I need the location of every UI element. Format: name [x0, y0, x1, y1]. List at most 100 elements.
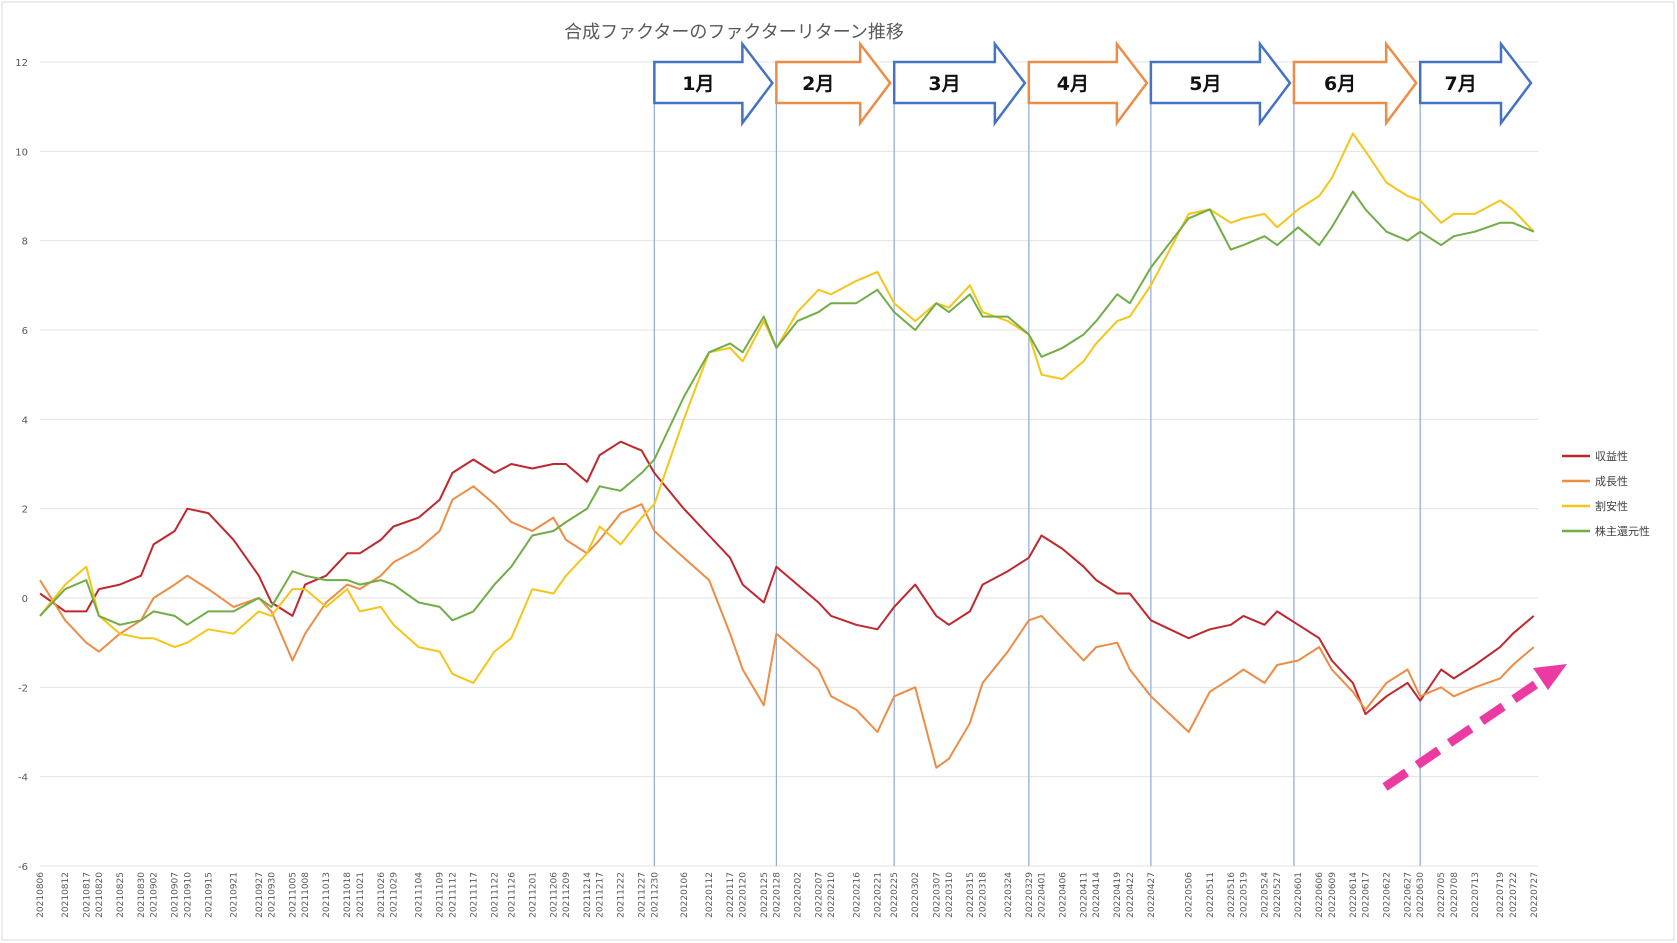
- x-tick-label: 20220506: [1185, 872, 1195, 918]
- x-tick-label: 20220329: [1025, 872, 1035, 918]
- month-arrow: [892, 40, 1027, 127]
- month-label: 4月: [1057, 73, 1089, 95]
- month-arrow: [775, 40, 892, 127]
- x-tick-label: 20210825: [116, 872, 126, 918]
- x-tick-label: 20211201: [528, 872, 538, 918]
- y-tick-label: 12: [15, 58, 28, 69]
- month-label: 7月: [1444, 73, 1476, 95]
- y-tick-label: -2: [18, 683, 28, 694]
- x-tick-label: 20220210: [827, 872, 837, 918]
- trend-arrow-head: [1533, 664, 1567, 690]
- month-label: 2月: [802, 73, 834, 95]
- y-tick-label: -4: [18, 773, 28, 784]
- x-tick-label: 20220617: [1361, 872, 1371, 918]
- x-tick-label: 20220221: [873, 872, 883, 918]
- x-tick-label: 20211214: [583, 872, 593, 918]
- x-tick-label: 20220302: [911, 872, 921, 918]
- x-tick-label: 20210830: [137, 872, 147, 918]
- x-tick-label: 20210812: [61, 872, 71, 918]
- x-tick-label: 20210915: [204, 872, 214, 918]
- series-line: [39, 190, 1535, 626]
- x-tick-label: 20211206: [549, 872, 559, 918]
- legend-label: 成長性: [1595, 474, 1628, 488]
- x-tick-label: 20220324: [1004, 872, 1014, 918]
- y-tick-label: -6: [18, 862, 28, 873]
- x-tick-label: 20220722: [1509, 872, 1519, 918]
- x-tick-label: 20211126: [507, 872, 517, 918]
- x-tick-label: 20220705: [1437, 872, 1447, 918]
- x-tick-label: 20220406: [1059, 872, 1069, 918]
- x-tick-label: 20220106: [680, 872, 690, 918]
- x-tick-label: 20220627: [1404, 872, 1414, 918]
- series-layer: [39, 132, 1535, 769]
- x-tick-label: 20210930: [267, 872, 277, 918]
- chart-title: 合成ファクターのファクターリターン推移: [564, 22, 904, 43]
- x-tick-label: 20220630: [1416, 872, 1426, 918]
- x-tick-label: 20211104: [415, 872, 425, 918]
- month-arrow: [1418, 40, 1533, 127]
- x-tick-label: 20220411: [1080, 872, 1090, 918]
- y-tick-label: 0: [22, 594, 28, 605]
- x-tick-label: 20210907: [171, 872, 181, 918]
- month-arrow: [1149, 40, 1292, 127]
- month-arrow: [653, 40, 774, 127]
- x-tick-label: 20210927: [255, 872, 265, 918]
- x-tick-label: 20211005: [288, 872, 298, 918]
- x-tick-label: 20210820: [95, 872, 105, 918]
- x-tick-label: 20220511: [1206, 872, 1216, 918]
- x-tick-label: 20210910: [183, 872, 193, 918]
- x-tick-label: 20220401: [1037, 872, 1047, 918]
- x-tick-label: 20211021: [356, 872, 366, 918]
- x-tick-label: 20211117: [469, 872, 479, 918]
- x-tick-label: 20220117: [726, 872, 736, 918]
- x-tick-label: 20220427: [1147, 872, 1157, 918]
- x-tick-label: 20211217: [596, 872, 606, 918]
- y-tick-label: 10: [15, 147, 28, 158]
- legend-label: 収益性: [1595, 449, 1628, 463]
- x-tick-label: 20211008: [301, 872, 311, 918]
- x-tick-label: 20220112: [705, 872, 715, 918]
- x-tick-label: 20220125: [760, 872, 770, 918]
- x-tick-label: 20220307: [932, 872, 942, 918]
- series-line: [39, 440, 1535, 716]
- x-tick-label: 20211018: [343, 872, 353, 918]
- x-tick-label: 20220419: [1113, 872, 1123, 918]
- month-divider-lines: [653, 96, 1421, 866]
- x-tick-label: 20220609: [1328, 872, 1338, 918]
- x-tick-label: 20220713: [1471, 872, 1481, 918]
- x-tick-label: 20211013: [322, 872, 332, 918]
- series-line: [39, 485, 1535, 769]
- month-label: 6月: [1324, 73, 1356, 95]
- x-tick-label: 20220727: [1530, 872, 1540, 918]
- y-tick-label: 8: [22, 237, 28, 248]
- x-tick-label: 20220708: [1450, 872, 1460, 918]
- x-tick-label: 20211122: [490, 872, 500, 918]
- x-tick-label: 20220527: [1273, 872, 1283, 918]
- x-tick-label: 20220315: [966, 872, 976, 918]
- x-tick-label: 20220614: [1349, 872, 1359, 918]
- x-tick-label: 20220128: [772, 872, 782, 918]
- x-tick-label: 20220202: [793, 872, 803, 918]
- x-axis: 20210806 20210812 20210817 20210820 20210825…: [36, 872, 1540, 918]
- y-tick-label: 4: [22, 415, 28, 426]
- x-tick-label: 20210902: [150, 872, 160, 918]
- x-tick-label: 20210806: [36, 872, 46, 918]
- x-tick-label: 20211230: [650, 872, 660, 918]
- x-tick-label: 20211227: [638, 872, 648, 918]
- legend-label: 株主還元性: [1595, 524, 1650, 538]
- x-tick-label: 20211109: [436, 872, 446, 918]
- month-arrow: [1292, 40, 1418, 127]
- x-tick-label: 20220310: [945, 872, 955, 918]
- x-tick-label: 20220318: [979, 872, 989, 918]
- month-arrow: [1027, 40, 1149, 127]
- month-label: 3月: [928, 73, 960, 95]
- y-axis: 12 10 8 6 4 2 0 -2 -4 -6: [15, 58, 28, 873]
- month-arrows: 1月 2月 3月 4月 5月 6月 7月: [653, 40, 1533, 127]
- x-tick-label: 20220606: [1315, 872, 1325, 918]
- month-label: 1月: [682, 73, 714, 95]
- x-tick-label: 20220120: [739, 872, 749, 918]
- x-tick-label: 20220519: [1239, 872, 1249, 918]
- x-tick-label: 20211209: [562, 872, 572, 918]
